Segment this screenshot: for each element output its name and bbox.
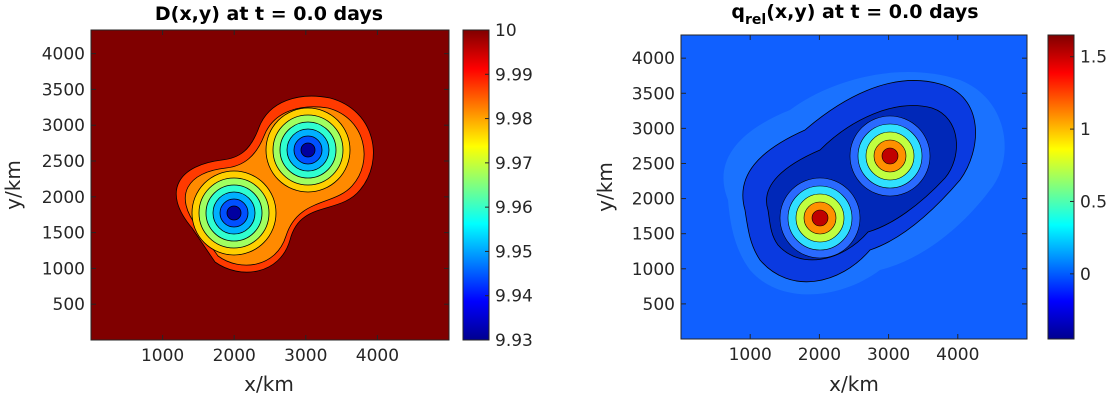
left-xlabel: x/km — [244, 372, 294, 396]
right-panel: qrel(x,y) at t = 0.0 days — [593, 1, 1107, 396]
right-xlabel: x/km — [829, 372, 879, 396]
left-colorbar-tick-label: 9.97 — [495, 154, 533, 174]
right-xticks: 1000 2000 3000 4000 — [729, 35, 979, 365]
right-plot-area — [681, 35, 1027, 339]
left-colorbar-tick-label: 10 — [495, 21, 517, 41]
left-colorbar-tick-label: 9.94 — [495, 287, 533, 307]
right-title: qrel(x,y) at t = 0.0 days — [731, 1, 978, 28]
right-xtick-label: 1000 — [729, 345, 772, 365]
right-title-subscript: rel — [745, 12, 766, 28]
left-colorbar — [462, 29, 490, 341]
right-ytick-label: 500 — [643, 295, 675, 315]
left-title: D(x,y) at t = 0.0 days — [155, 3, 383, 25]
left-ytick-label: 1000 — [42, 259, 85, 279]
right-colorbar-tick-label: 1.5 — [1080, 48, 1107, 68]
right-ytick-label: 1500 — [632, 225, 675, 245]
left-vortex-1 — [191, 170, 277, 256]
left-colorbar-tick-label: 9.95 — [495, 242, 533, 262]
right-title-rest: (x,y) at t = 0.0 days — [766, 1, 978, 23]
right-colorbar — [1047, 34, 1075, 340]
left-xtick-label: 3000 — [284, 346, 327, 366]
left-xtick-label: 1000 — [141, 346, 184, 366]
left-ytick-label: 2000 — [42, 188, 85, 208]
right-vortex-2 — [849, 115, 931, 197]
left-ytick-label: 2500 — [42, 152, 85, 172]
left-colorbar-tick-label: 9.98 — [495, 110, 533, 130]
left-xtick-label: 2000 — [213, 346, 256, 366]
left-xtick-label: 4000 — [356, 346, 399, 366]
right-colorbar-ticks: 0 0.5 1 1.5 — [1070, 48, 1107, 285]
left-vortex-2 — [265, 107, 351, 193]
left-colorbar-tick-label: 9.93 — [495, 331, 533, 351]
right-vortex-1 — [779, 177, 861, 259]
left-colorbar-tick-label: 9.99 — [495, 65, 533, 85]
right-xtick-label: 2000 — [798, 345, 841, 365]
right-ylabel: y/km — [593, 162, 617, 212]
left-axes-frame — [90, 29, 450, 341]
right-ytick-label: 1000 — [632, 260, 675, 280]
right-ytick-label: 3500 — [632, 84, 675, 104]
right-ytick-label: 3000 — [632, 119, 675, 139]
left-ytick-label: 500 — [53, 295, 85, 315]
left-ytick-label: 3000 — [42, 116, 85, 136]
right-ytick-label: 2000 — [632, 190, 675, 210]
left-colorbar-tick-label: 9.96 — [495, 198, 533, 218]
right-colorbar-tick-label: 0.5 — [1080, 192, 1107, 212]
right-axes-frame — [680, 34, 1028, 340]
right-colorbar-tick-label: 0 — [1080, 265, 1091, 285]
right-title-main: q — [731, 1, 745, 23]
left-plot-area — [91, 30, 449, 340]
right-ytick-label: 2500 — [632, 154, 675, 174]
left-panel: D(x,y) at t = 0.0 days — [1, 3, 533, 396]
right-ytick-label: 4000 — [632, 49, 675, 69]
left-ytick-label: 3500 — [42, 80, 85, 100]
left-ytick-label: 1500 — [42, 224, 85, 244]
right-yticks: 500 1000 1500 2000 2500 3000 3500 4000 — [632, 49, 1027, 315]
right-xtick-label: 3000 — [867, 345, 910, 365]
left-colorbar-ticks: 9.93 9.94 9.95 9.96 9.97 9.98 9.99 10 — [485, 21, 533, 351]
left-yticks: 500 1000 1500 2000 2500 3000 3500 4000 — [42, 45, 449, 315]
right-colorbar-tick-label: 1 — [1080, 120, 1091, 140]
left-ytick-label: 4000 — [42, 45, 85, 65]
left-ylabel: y/km — [1, 160, 25, 210]
left-xticks: 1000 2000 3000 4000 — [141, 30, 399, 366]
right-xtick-label: 4000 — [936, 345, 979, 365]
